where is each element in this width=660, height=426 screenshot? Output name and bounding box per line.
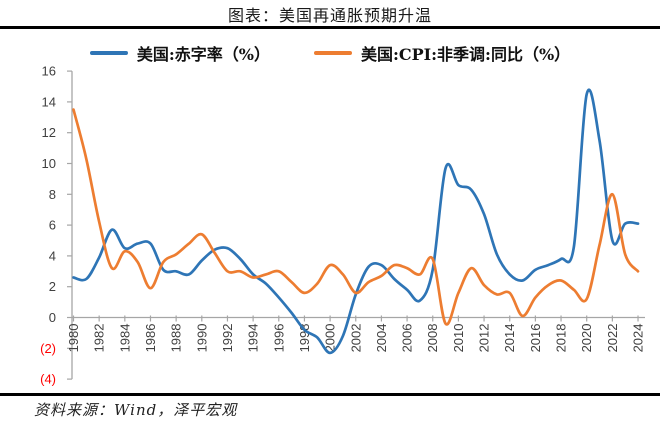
x-tick-label: 1990: [194, 324, 209, 353]
x-tick-label: 2024: [631, 324, 646, 353]
x-tick-label: 1980: [66, 324, 81, 353]
legend-item-cpi: 美国:CPI:非季调:同比（%）: [313, 41, 571, 65]
x-tick-label: 1984: [117, 324, 132, 353]
cpi-line-swatch-icon: [313, 51, 352, 55]
x-tick-label: 2012: [477, 324, 492, 353]
y-tick-label: 16: [42, 64, 56, 79]
source-note: 资料来源：Wind，泽平宏观: [34, 401, 238, 419]
y-tick-label: (2): [40, 341, 56, 356]
x-tick-label: 2018: [554, 324, 569, 353]
y-tick-label: 10: [42, 156, 56, 171]
x-tick-label: 2022: [605, 324, 620, 353]
x-tick-label: 1988: [169, 324, 184, 353]
y-tick-label: 14: [42, 94, 56, 109]
x-tick-label: 1986: [143, 324, 158, 353]
deficit-series-line: [72, 88, 640, 355]
y-tick-label: 0: [49, 310, 56, 325]
x-tick-label: 2016: [528, 324, 543, 353]
x-tick-label: 2008: [425, 324, 440, 353]
x-tick-label: 1996: [271, 324, 286, 353]
y-tick-label: 6: [49, 218, 56, 233]
x-tick-label: 2014: [502, 324, 517, 353]
legend-item-deficit: 美国:赤字率（%）: [89, 41, 270, 65]
x-tick-label: 1998: [297, 324, 312, 353]
legend-label-cpi: 美国:CPI:非季调:同比（%）: [360, 45, 571, 64]
y-tick-label: 2: [49, 279, 56, 294]
y-tick-label: 8: [49, 187, 56, 202]
y-tick-label: (4): [40, 372, 56, 387]
x-tick-label: 2006: [400, 324, 415, 353]
y-tick-label: 12: [42, 125, 56, 140]
footer-divider-rule: [0, 393, 660, 396]
x-tick-label: 2020: [579, 324, 594, 353]
x-tick-label: 2010: [451, 324, 466, 353]
title-divider-rule: [0, 26, 660, 29]
chart-legend: 美国:赤字率（%） 美国:CPI:非季调:同比（%）: [0, 41, 660, 65]
x-tick-label: 2000: [323, 324, 338, 353]
x-tick-label: 1992: [220, 324, 235, 353]
cpi-series-line: [72, 108, 640, 326]
deficit-line-swatch-icon: [89, 51, 128, 55]
x-tick-label: 2002: [348, 324, 363, 353]
x-tick-label: 2004: [374, 324, 389, 353]
legend-label-deficit: 美国:赤字率（%）: [136, 45, 270, 64]
x-tick-label: 1982: [92, 324, 107, 353]
x-tick-label: 1994: [246, 324, 261, 353]
y-tick-label: 4: [49, 248, 56, 263]
page-title: 图表：美国再通胀预期升温: [227, 6, 432, 25]
